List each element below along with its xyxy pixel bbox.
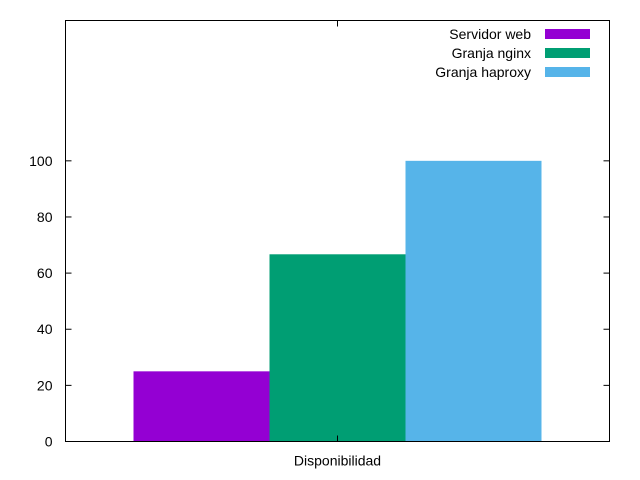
y-tick-label: 20 xyxy=(37,377,53,393)
y-tick-label: 100 xyxy=(29,153,53,169)
legend-label: Granja nginx xyxy=(452,45,531,61)
bars xyxy=(133,160,542,442)
legend-swatch xyxy=(545,29,590,39)
plot-frame xyxy=(65,20,610,442)
x-tick-labels: Disponibilidad xyxy=(294,453,381,469)
bar-granja-haproxy xyxy=(405,160,542,442)
bar-servidor-web xyxy=(133,371,270,442)
y-tick-labels: 0 20 40 60 80 100 xyxy=(29,153,53,450)
legend-swatch xyxy=(545,48,590,58)
y-tick-label: 0 xyxy=(45,434,53,450)
y-tick-label: 60 xyxy=(37,265,53,281)
legend-label: Servidor web xyxy=(449,26,531,42)
y-tick-label: 80 xyxy=(37,209,53,225)
bar-granja-nginx xyxy=(269,254,406,442)
y-tick-label: 40 xyxy=(37,321,53,337)
x-tick-label: Disponibilidad xyxy=(294,453,381,469)
axis-ticks xyxy=(65,20,610,442)
legend-label: Granja haproxy xyxy=(435,64,531,80)
legend: Servidor web Granja nginx Granja haproxy xyxy=(435,26,590,80)
legend-swatch xyxy=(545,67,590,77)
